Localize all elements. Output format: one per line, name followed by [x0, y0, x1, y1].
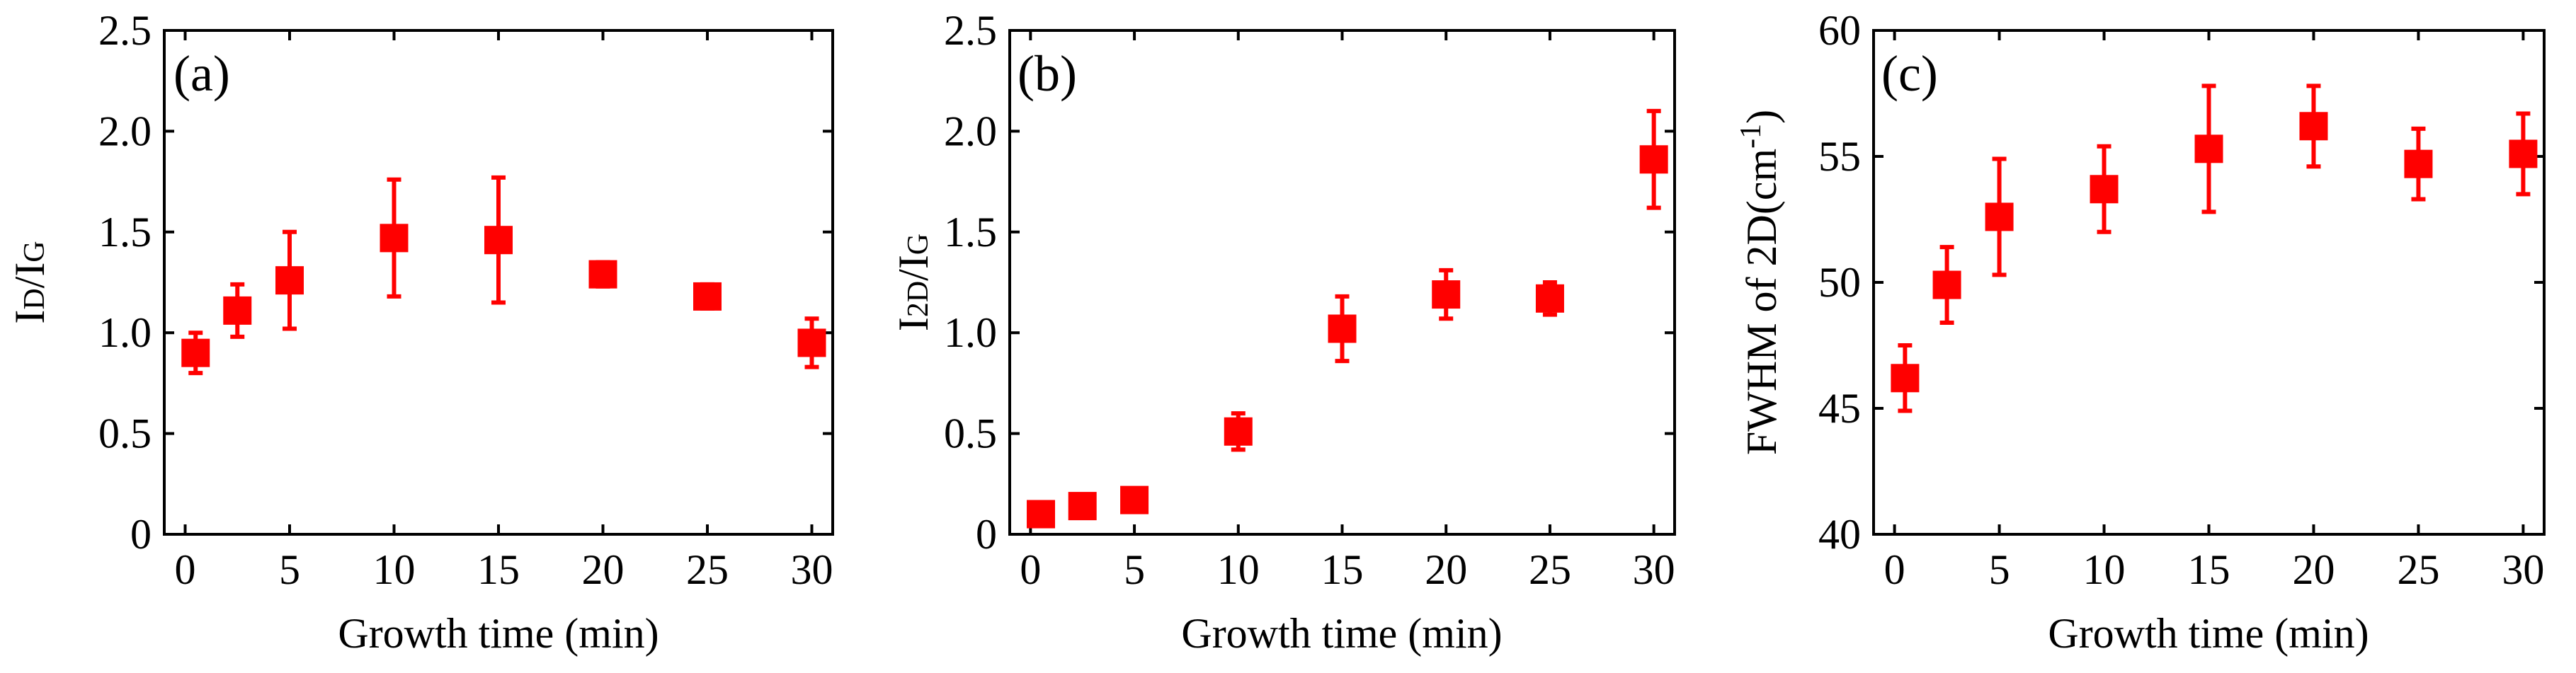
x-tick-label: 25 — [686, 546, 729, 593]
x-tick-label: 10 — [373, 546, 416, 593]
data-points — [1027, 108, 1668, 529]
data-point — [1891, 364, 1920, 393]
y-tick-label: 50 — [1818, 259, 1861, 306]
axis-ticks: 0 5 10 15 20 25 30 0 0.5 1.0 1.5 2.0 2.5 — [944, 7, 1675, 593]
y-axis-label: I2D/IG — [890, 234, 937, 331]
y-axis-label: ID/IG — [6, 241, 53, 323]
x-axis-label: Growth time (min) — [2048, 610, 2369, 657]
x-tick-label: 0 — [1884, 546, 1905, 593]
data-points — [1891, 84, 2538, 413]
x-tick-label: 30 — [1633, 546, 1675, 593]
data-point — [2090, 175, 2119, 204]
data-point — [1068, 492, 1097, 521]
data-point — [1932, 270, 1961, 299]
y-tick-label: 2.5 — [944, 7, 997, 54]
data-point — [1535, 284, 1564, 313]
y-tick-label: 2.5 — [98, 7, 152, 54]
x-tick-label: 20 — [1425, 546, 1467, 593]
x-tick-label: 15 — [2188, 546, 2230, 593]
panel-b: (b) Growth time (min) I2D/IG 0 5 10 15 20 25 3… — [890, 7, 1676, 657]
y-tick-label: 1.5 — [98, 209, 152, 255]
data-point — [2509, 139, 2538, 168]
y-tick-label: 55 — [1818, 133, 1861, 180]
x-tick-label: 0 — [1020, 546, 1041, 593]
x-tick-label: 15 — [477, 546, 520, 593]
data-point — [275, 266, 304, 295]
data-point — [223, 296, 252, 325]
y-tick-label: 2.0 — [98, 108, 152, 154]
y-tick-label: 0 — [130, 511, 152, 558]
y-tick-label: 0 — [976, 511, 997, 558]
y-tick-label: 2.0 — [944, 108, 997, 154]
data-point — [1328, 314, 1357, 343]
y-tick-label: 60 — [1818, 7, 1861, 54]
data-point — [484, 226, 513, 255]
y-tick-label: 0.5 — [98, 410, 152, 457]
panel-label: (c) — [1881, 45, 1938, 102]
data-point — [2194, 134, 2223, 163]
x-tick-label: 25 — [2397, 546, 2439, 593]
data-points — [181, 175, 826, 376]
axis-ticks: 0 5 10 15 20 25 30 0 0.5 1.0 1.5 2.0 2.5 — [98, 7, 833, 593]
data-point — [588, 260, 617, 289]
x-tick-label: 15 — [1321, 546, 1364, 593]
x-axis-label: Growth time (min) — [1181, 610, 1502, 657]
x-tick-label: 30 — [2502, 546, 2544, 593]
y-tick-label: 0.5 — [944, 410, 997, 457]
y-tick-label: 40 — [1818, 511, 1861, 558]
data-point — [1639, 145, 1668, 174]
x-tick-label: 5 — [279, 546, 300, 593]
data-point — [181, 338, 210, 367]
data-point — [1027, 500, 1056, 529]
x-axis-label: Growth time (min) — [338, 610, 659, 657]
data-point — [797, 328, 826, 357]
data-point — [2299, 112, 2328, 141]
y-tick-label: 1.0 — [944, 309, 997, 356]
x-tick-label: 10 — [1217, 546, 1260, 593]
panel-label: (a) — [173, 45, 230, 102]
data-point — [380, 224, 409, 253]
data-point — [1985, 202, 2014, 231]
panel-c: (c) Growth time (min) FWHM of 2D(cm-1) 0… — [1735, 7, 2546, 657]
x-tick-label: 5 — [1989, 546, 2010, 593]
x-tick-label: 0 — [175, 546, 196, 593]
x-tick-label: 25 — [1529, 546, 1571, 593]
data-point — [1432, 280, 1461, 309]
y-tick-label: 1.0 — [98, 309, 152, 356]
axis-ticks: 0 5 10 15 20 25 30 40 45 50 55 60 — [1818, 7, 2544, 593]
plot-frame — [1008, 29, 1676, 536]
y-axis-label: FWHM of 2D(cm-1) — [1735, 110, 1785, 455]
y-tick-label: 45 — [1818, 385, 1861, 432]
x-tick-label: 20 — [582, 546, 625, 593]
x-tick-label: 10 — [2083, 546, 2126, 593]
y-tick-label: 1.5 — [944, 209, 997, 255]
data-point — [1120, 485, 1149, 514]
panel-a: (a) Growth time (min) ID/IG 0 5 10 15 20 25 30… — [6, 7, 834, 657]
data-point — [693, 282, 722, 311]
data-point — [2404, 149, 2433, 178]
panel-label: (b) — [1018, 45, 1077, 102]
data-point — [1224, 417, 1253, 446]
x-tick-label: 20 — [2292, 546, 2335, 593]
x-tick-label: 30 — [791, 546, 833, 593]
x-tick-label: 5 — [1124, 546, 1145, 593]
